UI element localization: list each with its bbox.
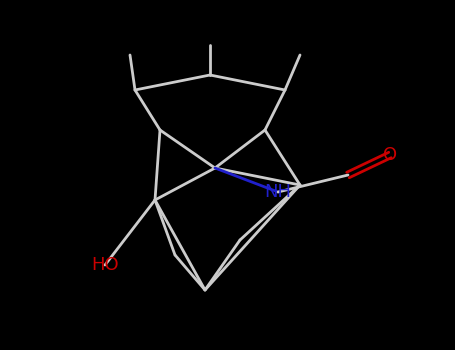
Text: O: O — [383, 146, 397, 164]
Text: NH: NH — [264, 183, 292, 201]
Text: HO: HO — [91, 256, 119, 274]
